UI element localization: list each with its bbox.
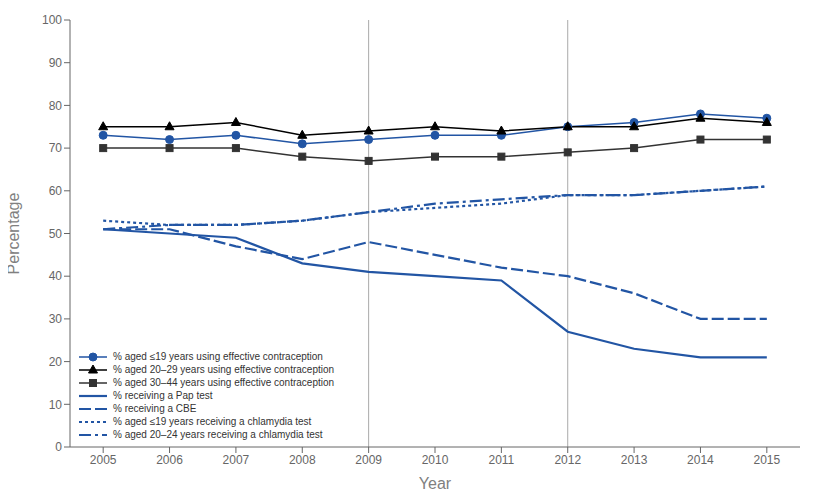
svg-text:100: 100 xyxy=(42,13,62,27)
svg-text:2006: 2006 xyxy=(156,453,183,467)
svg-text:0: 0 xyxy=(55,440,62,454)
svg-text:90: 90 xyxy=(49,56,63,70)
svg-text:2007: 2007 xyxy=(223,453,250,467)
html-text:% receiving a Pap test: % receiving a Pap test xyxy=(113,390,213,401)
svg-text:2009: 2009 xyxy=(355,453,382,467)
html-text:% receiving a CBE: % receiving a CBE xyxy=(113,403,197,414)
html-text:% aged ≤19 years receiving a c: % aged ≤19 years receiving a chlamydia t… xyxy=(113,416,312,427)
svg-text:Year: Year xyxy=(419,475,452,492)
svg-text:2005: 2005 xyxy=(90,453,117,467)
html-text:% aged 20–24 years receiving a: % aged 20–24 years receiving a chlamydia… xyxy=(113,429,323,440)
html-text:% aged 20–29 years using effec: % aged 20–29 years using effective contr… xyxy=(113,364,335,375)
svg-text:2015: 2015 xyxy=(753,453,780,467)
svg-text:Percentage: Percentage xyxy=(8,192,22,274)
svg-text:30: 30 xyxy=(49,312,63,326)
svg-text:2013: 2013 xyxy=(621,453,648,467)
svg-text:70: 70 xyxy=(49,141,63,155)
svg-text:2011: 2011 xyxy=(488,453,514,467)
svg-text:20: 20 xyxy=(49,355,63,369)
svg-text:80: 80 xyxy=(49,99,63,113)
svg-text:60: 60 xyxy=(49,184,63,198)
svg-text:10: 10 xyxy=(49,398,63,412)
svg-text:40: 40 xyxy=(49,269,63,283)
svg-text:2014: 2014 xyxy=(687,453,714,467)
svg-text:2012: 2012 xyxy=(554,453,581,467)
html-text:% aged ≤19 years using effecti: % aged ≤19 years using effective contrac… xyxy=(113,351,323,362)
svg-text:50: 50 xyxy=(49,227,63,241)
svg-text:2008: 2008 xyxy=(289,453,316,467)
svg-text:2010: 2010 xyxy=(422,453,449,467)
html-text:% aged 30–44 years using effec: % aged 30–44 years using effective contr… xyxy=(113,377,335,388)
